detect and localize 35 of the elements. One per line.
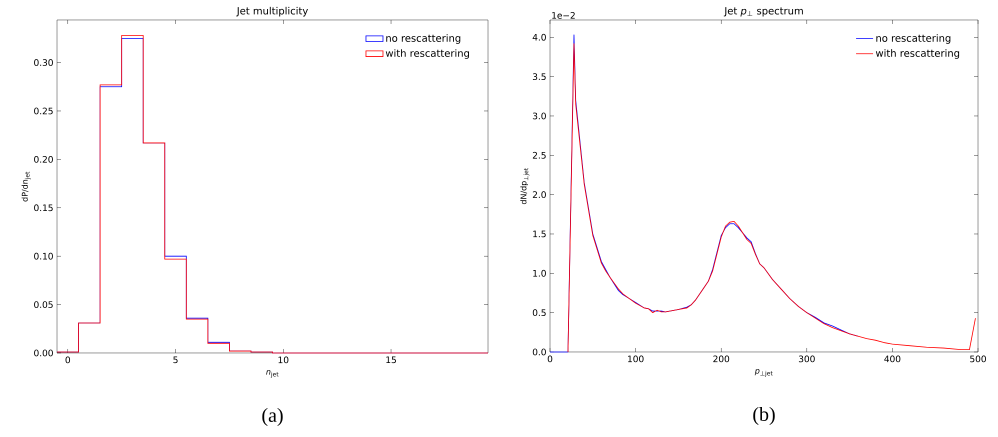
text: (a): [262, 408, 283, 426]
x-tick-label: 400: [884, 356, 900, 362]
y-tick-label: 1.5: [533, 230, 546, 238]
chart-title: Jet multiplicity: [236, 6, 308, 16]
y-tick-label: 0.0: [532, 348, 546, 356]
y-tick-label: 2.5: [532, 152, 546, 159]
x-tick-label: 300: [798, 356, 815, 362]
text: (b): [753, 406, 775, 426]
text: 1e−2: [552, 12, 575, 19]
y-tick-label: 2.0: [532, 191, 546, 198]
y-tick-label: 0.25: [34, 108, 53, 114]
legend-label: no rescattering: [876, 34, 950, 44]
legend-label: with rescattering: [386, 49, 469, 59]
y-tick-label: 0.05: [34, 301, 53, 308]
y-tick-label: 0.30: [34, 59, 53, 66]
y-tick-label: 3.5: [532, 73, 546, 80]
x-tick-label: 5: [173, 356, 178, 364]
x-tick-label: 0: [548, 356, 552, 362]
y-tick-label: 0.10: [34, 252, 53, 260]
x-tick-label: 15: [386, 356, 396, 364]
legend-label: with rescattering: [876, 49, 960, 59]
y-tick-label: 0.20: [34, 156, 53, 163]
x-tick-label: 200: [713, 356, 730, 362]
y-tick-label: 1.0: [533, 270, 546, 277]
y-tick-label: 4.0: [532, 34, 546, 41]
y-tick-label: 0.5: [532, 309, 546, 316]
chart-title: Jet p$_{⊥}$ spectrum: [724, 7, 803, 16]
x-tick-label: 100: [628, 356, 644, 362]
x-tick-label: 500: [970, 356, 986, 362]
legend-label: no rescattering: [386, 34, 460, 44]
y-tick-label: 0.00: [34, 350, 53, 356]
x-tick-label: 0: [66, 356, 70, 364]
y-tick-label: 3.0: [532, 112, 546, 120]
y-tick-label: 0.15: [34, 204, 53, 212]
x-tick-label: 10: [278, 356, 288, 364]
